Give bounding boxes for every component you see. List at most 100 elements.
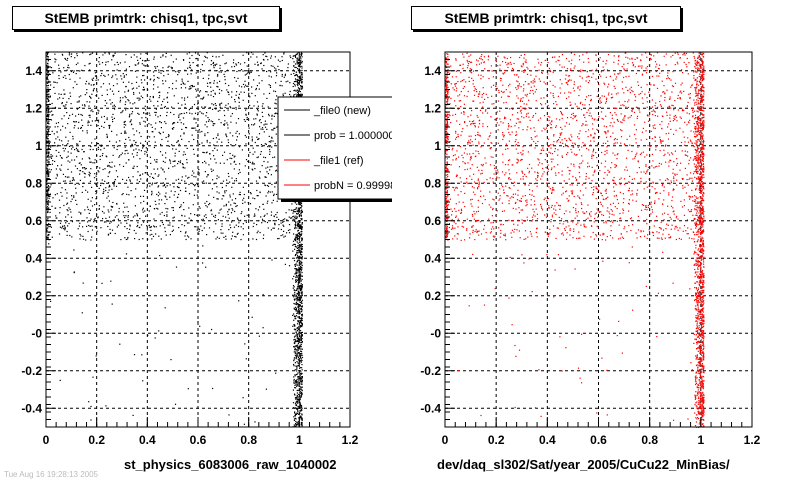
- data-point: [296, 401, 298, 403]
- data-point: [258, 82, 260, 84]
- data-point: [298, 307, 300, 309]
- data-point: [286, 219, 288, 221]
- data-point: [263, 215, 265, 217]
- data-point: [61, 102, 63, 105]
- data-point: [664, 92, 666, 94]
- data-point: [47, 63, 49, 65]
- data-point: [298, 224, 300, 226]
- data-point: [162, 67, 164, 69]
- data-point: [300, 286, 302, 288]
- data-point: [83, 167, 86, 169]
- data-point: [294, 268, 296, 270]
- data-point: [46, 203, 48, 205]
- data-point: [122, 193, 124, 195]
- data-point: [267, 59, 269, 61]
- data-point: [581, 162, 583, 164]
- data-point: [198, 129, 200, 131]
- data-point: [555, 174, 557, 176]
- data-point: [196, 194, 198, 196]
- data-point: [561, 170, 563, 172]
- data-point: [294, 351, 296, 353]
- data-point: [217, 133, 219, 135]
- data-point: [296, 227, 298, 229]
- data-point: [293, 351, 295, 353]
- data-point: [293, 313, 295, 315]
- data-point: [264, 126, 267, 128]
- data-point: [267, 146, 269, 148]
- data-point: [190, 87, 192, 89]
- data-point: [294, 66, 296, 68]
- data-point: [270, 57, 272, 59]
- data-point: [298, 393, 300, 395]
- data-point: [301, 262, 303, 264]
- data-point: [480, 221, 482, 223]
- data-point: [299, 378, 301, 380]
- data-point: [665, 228, 667, 230]
- data-point: [485, 231, 487, 234]
- data-point: [301, 314, 303, 316]
- data-point: [190, 219, 192, 221]
- data-point: [651, 99, 653, 101]
- data-point: [301, 417, 303, 419]
- data-point: [297, 229, 300, 231]
- data-point: [69, 180, 71, 182]
- data-point: [573, 90, 575, 92]
- data-point: [133, 54, 135, 56]
- data-point: [300, 285, 302, 287]
- data-point: [298, 246, 300, 248]
- data-point: [300, 53, 302, 55]
- data-point: [667, 126, 669, 128]
- data-point: [46, 114, 48, 116]
- data-point: [604, 150, 606, 152]
- data-point: [165, 234, 167, 236]
- data-point: [66, 203, 68, 205]
- data-point: [294, 362, 296, 364]
- data-point: [110, 280, 112, 282]
- data-point: [265, 167, 267, 169]
- data-point: [481, 94, 483, 96]
- data-point: [159, 115, 161, 117]
- data-point: [172, 61, 174, 63]
- data-point: [148, 59, 150, 62]
- data-point: [225, 133, 227, 135]
- data-point: [79, 222, 81, 224]
- data-point: [294, 375, 296, 377]
- data-point: [646, 223, 648, 225]
- data-point: [457, 218, 459, 220]
- data-point: [510, 56, 512, 59]
- data-point: [300, 344, 302, 346]
- data-point: [81, 124, 84, 127]
- data-point: [63, 150, 65, 152]
- data-point: [687, 209, 689, 211]
- data-point: [192, 204, 194, 206]
- data-point: [607, 130, 609, 132]
- data-point: [301, 287, 303, 289]
- data-point: [54, 53, 56, 55]
- data-point: [599, 97, 601, 99]
- data-point: [65, 104, 67, 106]
- data-point: [48, 163, 50, 165]
- data-point: [201, 112, 203, 114]
- data-point: [298, 379, 300, 381]
- data-point: [92, 162, 94, 164]
- data-point: [104, 52, 106, 54]
- data-point: [567, 75, 569, 77]
- data-point: [248, 92, 250, 94]
- data-point: [282, 224, 284, 226]
- data-point: [295, 307, 297, 309]
- data-point: [159, 91, 161, 93]
- data-point: [128, 100, 130, 102]
- data-point: [50, 84, 52, 86]
- data-point: [229, 157, 231, 159]
- data-point: [292, 85, 294, 88]
- data-point: [257, 110, 259, 112]
- data-point: [79, 140, 81, 142]
- data-point: [300, 270, 302, 272]
- data-point: [46, 140, 48, 142]
- data-point: [235, 178, 237, 180]
- data-point: [590, 115, 592, 117]
- data-point: [125, 124, 127, 126]
- data-point: [298, 222, 300, 224]
- data-point: [296, 354, 298, 356]
- data-point: [297, 234, 299, 237]
